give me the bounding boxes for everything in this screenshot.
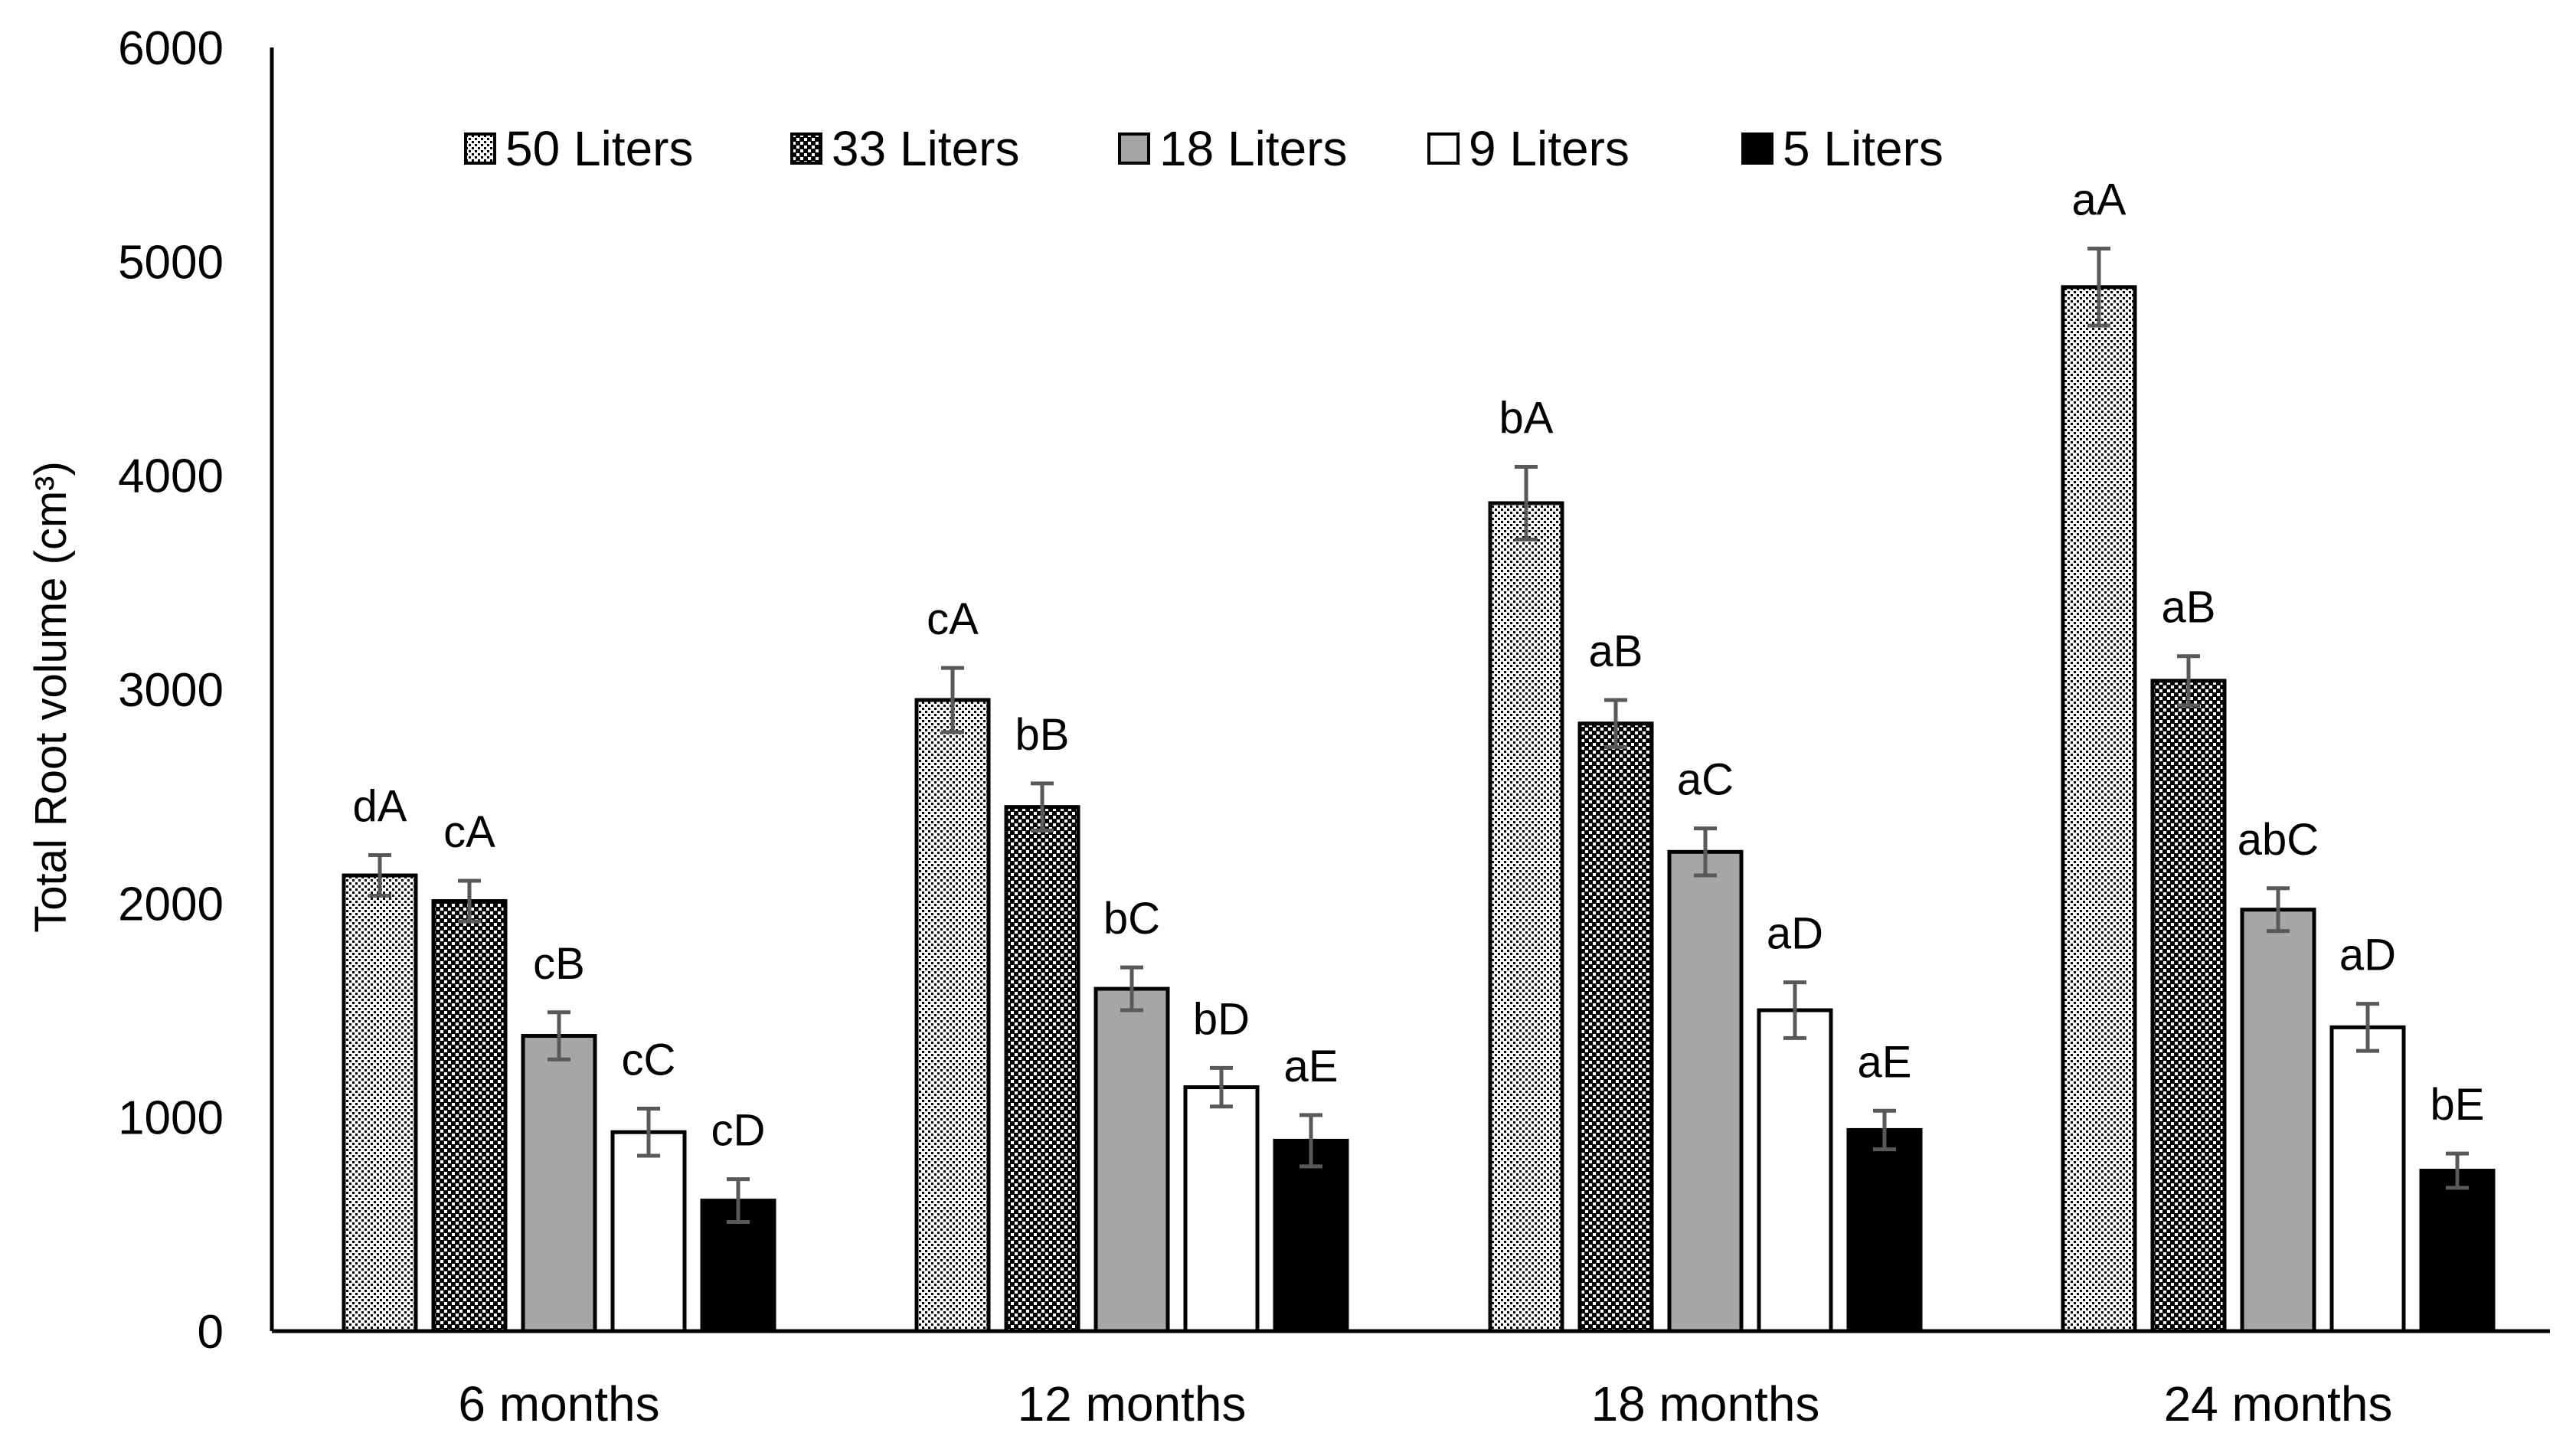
y-tick-label: 1000 [118,1092,224,1145]
legend-swatch [790,132,822,165]
significance-label: aB [2162,583,2216,633]
y-tick-label: 3000 [118,664,224,717]
bar-50-liters [1488,501,1564,1333]
legend-item: 50 Liters [464,121,693,176]
legend-label: 9 Liters [1469,121,1630,176]
error-bar [2356,1002,2379,1053]
bar-9-liters [610,1130,687,1333]
bar-33-liters [431,899,508,1333]
significance-label: aC [1677,755,1734,805]
bar-5-liters [1846,1127,1923,1333]
bars-layer [342,247,2496,1333]
error-bar [1031,781,1054,833]
legend-item: 18 Liters [1118,121,1347,176]
bar-33-liters [1004,805,1080,1333]
y-tick-label: 6000 [118,22,224,75]
labels-layer: dA cA bA aA cA bB aB aB cB bC aC abC cC bD aD aD cD aE aE b… [353,175,2485,1156]
bar-33-liters [2150,679,2227,1333]
significance-label: aD [1767,909,1823,959]
significance-label: aA [2072,175,2127,225]
x-category-label: 18 months [1591,1376,1820,1431]
y-tick-label: 4000 [118,450,224,503]
legend-swatch [1741,132,1773,165]
bar-50-liters [914,698,991,1333]
y-tick-label: 2000 [118,878,224,931]
bar-18-liters [2240,908,2316,1333]
legend-swatch [464,132,496,165]
bar-9-liters [1757,1008,1833,1333]
error-bar [941,666,964,734]
error-bar [1604,698,1627,749]
error-bar [1120,965,1143,1013]
bar-50-liters [2061,285,2137,1333]
error-bar [1783,980,1806,1040]
error-bar [637,1106,660,1158]
bar-33-liters [1577,721,1654,1333]
significance-label: bE [2431,1080,2485,1130]
error-bar [368,852,391,898]
error-bar [1299,1113,1322,1169]
legend-swatch [1427,132,1460,165]
error-bar [1694,826,1717,878]
legend-label: 5 Liters [1783,121,1943,176]
bar-50-liters [342,873,418,1333]
significance-label: cA [927,594,979,644]
error-bar [1210,1065,1233,1109]
significance-label: cC [622,1035,676,1084]
y-tick-label: 0 [198,1306,224,1359]
bar-18-liters [521,1034,597,1333]
legend-label: 33 Liters [832,121,1019,176]
x-category-label: 12 months [1018,1376,1247,1431]
significance-label: bB [1015,710,1070,760]
significance-label: abC [2238,815,2319,865]
error-bar [2446,1151,2469,1190]
legend-item: 9 Liters [1427,121,1630,176]
error-bar [458,878,481,924]
significance-label: bD [1193,994,1250,1044]
significance-label: cB [533,939,585,989]
legend-item: 33 Liters [790,121,1019,176]
axes-layer: 0 1000 2000 3000 4000 5000 6000 Total Root volu… [26,22,2550,1431]
significance-label: aD [2339,931,2396,980]
bar-9-liters [1183,1085,1260,1333]
error-bar [2177,654,2200,708]
bar-5-liters [1273,1138,1349,1333]
significance-label: aE [1284,1042,1339,1091]
legend-label: 50 Liters [505,121,693,176]
legend-swatch [1118,132,1150,165]
significance-label: aB [1589,626,1643,676]
legend: 50 Liters 33 Liters 18 Liters 9 Liters 5 Lit… [464,121,1943,176]
significance-label: aE [1858,1037,1912,1087]
error-bar [1873,1108,1896,1152]
error-bar [727,1177,750,1225]
significance-label: bC [1103,894,1160,944]
error-bar [2267,886,2290,934]
bar-18-liters [1667,849,1744,1333]
bar-9-liters [2329,1025,2406,1333]
legend-label: 18 Liters [1159,121,1347,176]
bar-5-liters [2419,1169,2496,1333]
significance-label: dA [353,781,407,831]
significance-label: bA [1499,393,1554,443]
error-bar [2087,247,2110,328]
significance-label: cD [711,1106,766,1156]
significance-label: cA [443,807,495,857]
y-tick-label: 5000 [118,236,224,289]
error-bar [1515,464,1538,541]
bar-18-liters [1093,986,1170,1333]
error-bar [548,1010,570,1062]
y-axis-title: Total Root volume (cm³) [26,461,76,933]
x-category-label: 24 months [2164,1376,2393,1431]
x-category-label: 6 months [458,1376,659,1431]
legend-item: 5 Liters [1741,121,1943,176]
